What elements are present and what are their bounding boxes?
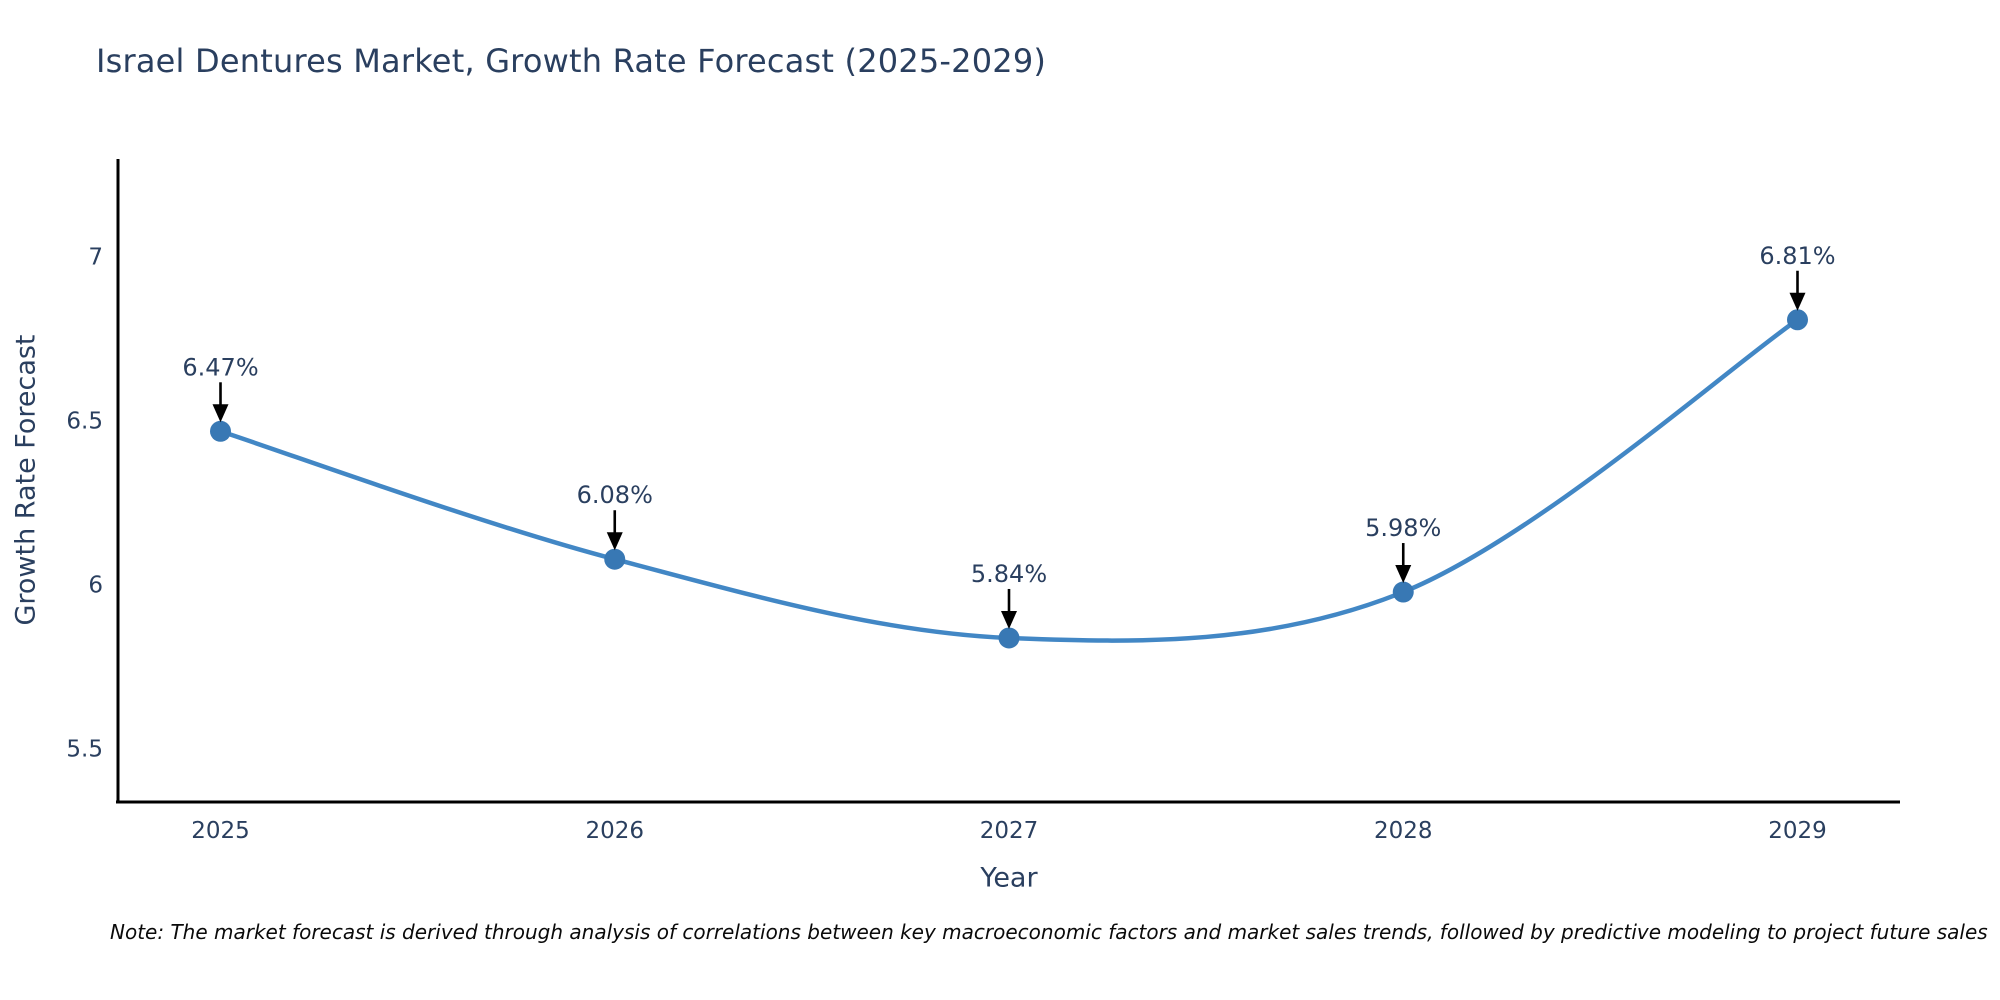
x-tick-label: 2025	[191, 818, 250, 844]
data-point-label: 6.47%	[182, 353, 258, 381]
data-point-label: 5.98%	[1365, 514, 1441, 542]
data-point-marker-2028[interactable]	[1392, 581, 1414, 603]
x-tick-label: 2028	[1374, 818, 1433, 844]
chart-title: Israel Dentures Market, Growth Rate Fore…	[96, 42, 1047, 80]
annotation-arrowhead	[1789, 292, 1806, 311]
data-point-marker-2025[interactable]	[210, 420, 232, 442]
data-point-label: 5.84%	[971, 560, 1047, 588]
data-point-marker-2026[interactable]	[604, 548, 626, 570]
y-tick-label: 5.5	[66, 737, 103, 763]
x-tick-label: 2029	[1768, 818, 1827, 844]
footnote: Note: The market forecast is derived thr…	[110, 920, 1988, 944]
y-tick-label: 7	[88, 244, 103, 270]
data-point-marker-2027[interactable]	[998, 627, 1020, 649]
data-point-label: 6.08%	[577, 481, 653, 509]
y-tick-label: 6	[88, 572, 103, 598]
x-axis-title: Year	[980, 862, 1038, 894]
x-tick-label: 2027	[980, 818, 1039, 844]
data-point-label: 6.81%	[1759, 242, 1835, 270]
annotation-arrowhead	[606, 532, 623, 551]
y-tick-label: 6.5	[66, 408, 103, 434]
x-tick-label: 2026	[585, 818, 644, 844]
annotation-arrowhead	[212, 404, 229, 423]
y-axis-title: Growth Rate Forecast	[10, 334, 42, 626]
data-point-marker-2029[interactable]	[1786, 309, 1808, 331]
annotation-arrowhead	[1001, 610, 1017, 629]
annotation-arrowhead	[1395, 565, 1412, 584]
